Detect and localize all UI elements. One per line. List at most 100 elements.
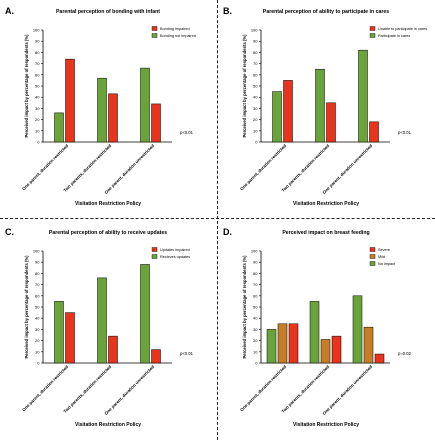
legend-label: Recieves updates (160, 255, 190, 259)
y-tick-label: 100 (33, 28, 40, 33)
y-tick-label: 80 (253, 50, 258, 55)
legend-swatch (151, 26, 158, 31)
y-tick-label: 60 (35, 293, 40, 298)
legend-label: Participate in cares (378, 34, 410, 38)
chart-title: Parental perception of ability to receiv… (49, 230, 167, 236)
legend-swatch (151, 254, 158, 259)
bar-updates-impaired (151, 349, 161, 364)
chart-title: Perceived impact on breast feeding (282, 230, 369, 236)
y-tick-label: 100 (251, 249, 258, 254)
panel-b: B. Parental perception of ability to part… (218, 0, 435, 220)
x-tick-label: Two parents, duration restricted (62, 143, 112, 193)
y-tick-label: 0 (255, 140, 258, 145)
bonding-chart: A. Parental perception of bonding with in… (5, 6, 196, 207)
panel-d: D. Perceived impact on breast feeding 0 10 2… (218, 221, 435, 441)
bar-unable-to-participate-in-cares (369, 121, 379, 143)
y-tick-label: 30 (35, 327, 40, 332)
y-tick-label: 30 (253, 106, 258, 111)
x-tick-label: One parent, duration unrestricted (103, 364, 155, 416)
bar-bonding-not-impaired (140, 67, 150, 143)
legend-swatch (369, 261, 376, 266)
y-tick-label: 50 (253, 305, 258, 310)
legend-label: Bonding not impaired (160, 34, 196, 38)
y-tick-label: 90 (35, 260, 40, 265)
y-tick-label: 20 (35, 117, 40, 122)
chart-title: Parental perception of ability to partic… (263, 9, 389, 15)
x-axis-label: Visitation Restriction Policy (293, 201, 359, 207)
legend-swatch (369, 33, 376, 38)
p-value: p<0.01 (180, 130, 194, 135)
bar-participate-in-cares (272, 91, 282, 143)
y-tick-label: 40 (253, 95, 258, 100)
y-tick-label: 90 (35, 39, 40, 44)
bar-recieves-updates (54, 301, 64, 364)
p-value: p<0.01 (398, 130, 412, 135)
y-tick-label: 100 (33, 249, 40, 254)
x-axis-label: Visitation Restriction Policy (75, 201, 141, 207)
y-axis-label: Perceived impact by percentage of respon… (242, 255, 247, 359)
y-tick-label: 60 (253, 72, 258, 77)
legend-label: Severe (378, 248, 390, 252)
y-tick-label: 10 (35, 349, 40, 354)
y-tick-label: 40 (253, 316, 258, 321)
bar-no-impact (266, 329, 277, 364)
updates-chart: C. Parental perception of ability to rece… (5, 227, 194, 428)
bar-no-impact (352, 295, 363, 364)
y-tick-label: 40 (35, 95, 40, 100)
x-axis-label: Visitation Restriction Policy (293, 422, 359, 428)
legend-swatch (151, 247, 158, 252)
y-axis-label: Perceived impact by percentage of respon… (24, 255, 29, 359)
x-tick-label: One parent, duration unrestricted (321, 143, 373, 195)
y-tick-label: 80 (35, 271, 40, 276)
y-tick-label: 60 (35, 72, 40, 77)
x-tick-label: One parent, duration restricted (239, 364, 287, 412)
p-value: p<0.01 (180, 351, 194, 356)
legend-label: Unable to participate in cares (378, 27, 427, 31)
legend-label: Bonding impaired (160, 27, 190, 31)
bar-participate-in-cares (358, 49, 368, 143)
y-tick-label: 40 (35, 316, 40, 321)
x-tick-label: One parent, duration restricted (239, 143, 287, 191)
panel-a: A. Parental perception of bonding with in… (0, 0, 217, 220)
y-tick-label: 80 (35, 50, 40, 55)
y-tick-label: 50 (35, 84, 40, 89)
x-tick-label: Two parents, duration restricted (280, 143, 330, 193)
bar-severe (288, 323, 299, 364)
bar-mild (320, 339, 331, 364)
breastfeeding-chart: D. Perceived impact on breast feeding 0 10 2… (223, 227, 412, 428)
bar-unable-to-participate-in-cares (326, 102, 336, 143)
bar-mild (277, 323, 288, 364)
bar-updates-impaired (65, 312, 75, 364)
y-tick-label: 20 (35, 338, 40, 343)
bar-severe (331, 335, 342, 364)
bar-updates-impaired (108, 335, 118, 364)
x-tick-label: One parent, duration unrestricted (321, 364, 373, 416)
y-tick-label: 10 (35, 128, 40, 133)
bar-unable-to-participate-in-cares (283, 80, 293, 143)
legend-label: Mild (378, 255, 385, 259)
vertical-divider (217, 0, 218, 440)
bar-bonding-impaired (65, 58, 75, 143)
legend-label: Updates impaired (160, 248, 190, 252)
bar-bonding-impaired (151, 103, 161, 143)
y-tick-label: 50 (35, 305, 40, 310)
x-tick-label: Two parents, duration restricted (62, 364, 112, 414)
bar-bonding-not-impaired (54, 112, 64, 143)
y-tick-label: 70 (35, 61, 40, 66)
p-value: p=0.02 (398, 351, 412, 356)
x-axis-label: Visitation Restriction Policy (75, 422, 141, 428)
x-tick-label: One parent, duration unrestricted (103, 143, 155, 195)
y-axis-label: Perceived impact by percentage of respon… (24, 34, 29, 138)
y-tick-label: 0 (255, 361, 258, 366)
horizontal-divider (0, 218, 435, 219)
legend-label: No impact (378, 262, 396, 266)
chart-title: Parental perception of bonding with infa… (56, 9, 160, 15)
y-tick-label: 90 (253, 39, 258, 44)
y-tick-label: 100 (251, 28, 258, 33)
y-tick-label: 90 (253, 260, 258, 265)
participate-chart: B. Parental perception of ability to part… (223, 6, 427, 207)
y-tick-label: 20 (253, 338, 258, 343)
bar-no-impact (309, 301, 320, 364)
y-tick-label: 70 (253, 282, 258, 287)
